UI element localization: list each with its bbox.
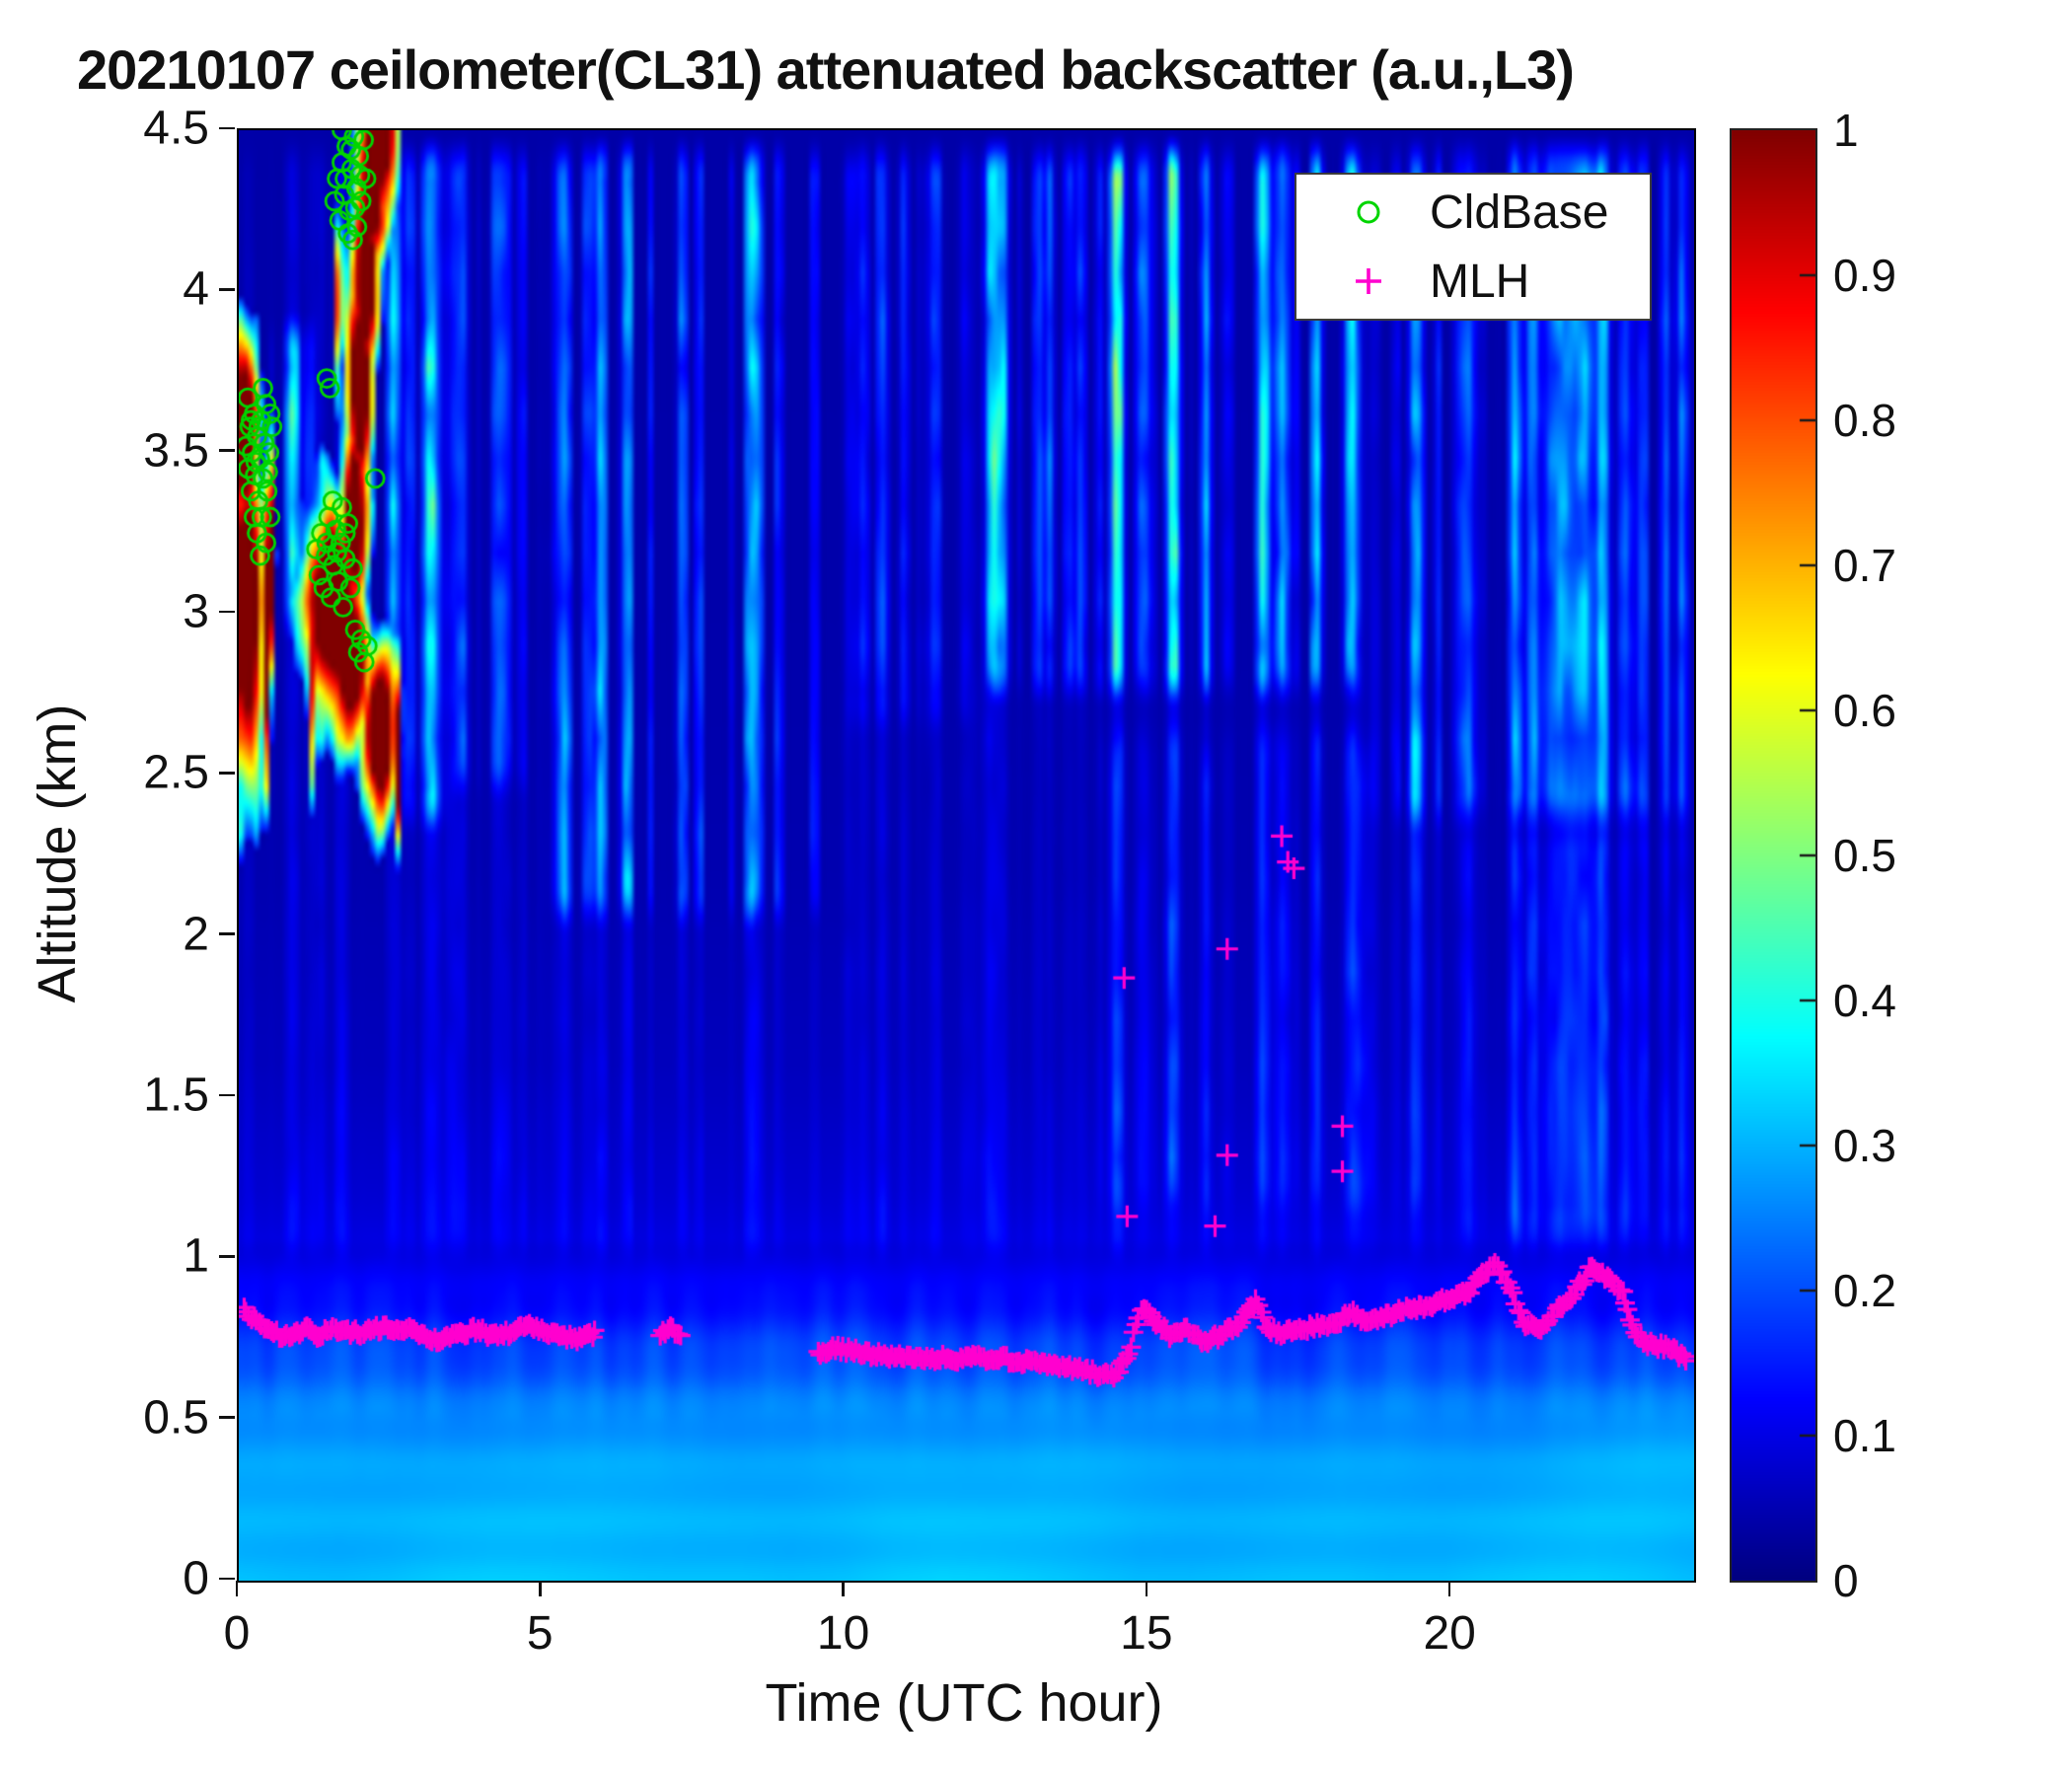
y-tick-label: 4.5 [143, 102, 209, 155]
legend-item-cldbase: CldBase [1296, 177, 1650, 248]
x-tick-label: 20 [1423, 1607, 1476, 1660]
colorbar-tick-label: 0.5 [1833, 830, 1896, 881]
legend-item-mlh: MLH [1296, 246, 1650, 317]
colorbar-canvas [1732, 130, 1815, 1581]
x-tick-mark [1145, 1581, 1148, 1596]
x-tick-label: 5 [526, 1607, 554, 1660]
y-tick-mark [219, 1255, 235, 1258]
y-tick-mark [219, 1577, 235, 1581]
y-tick-label: 1.5 [143, 1069, 209, 1122]
y-tick-label: 0.5 [143, 1391, 209, 1444]
legend-label-mlh: MLH [1430, 255, 1530, 308]
plot-area [237, 128, 1696, 1583]
colorbar-tick-label: 0.7 [1833, 540, 1896, 591]
y-tick-mark [219, 1416, 235, 1419]
colorbar-tick-label: 1 [1833, 105, 1859, 156]
y-tick-mark [219, 772, 235, 775]
x-tick-label: 10 [816, 1607, 870, 1660]
x-tick-label: 0 [223, 1607, 251, 1660]
x-tick-mark [539, 1581, 542, 1596]
x-axis-label: Time (UTC hour) [765, 1673, 1163, 1733]
y-tick-mark [219, 449, 235, 452]
y-tick-mark [219, 126, 235, 130]
y-tick-label: 3.5 [143, 424, 209, 478]
y-tick-label: 2 [183, 908, 209, 961]
y-tick-mark [219, 932, 235, 935]
heatmap-canvas [239, 130, 1694, 1581]
y-tick-mark [219, 1093, 235, 1097]
legend-label-cldbase: CldBase [1430, 185, 1609, 239]
mlh-plus-icon [1356, 268, 1381, 294]
y-tick-mark [219, 288, 235, 291]
y-tick-label: 0 [183, 1552, 209, 1605]
colorbar-tick-label: 0 [1833, 1555, 1859, 1606]
x-tick-label: 15 [1120, 1607, 1173, 1660]
x-tick-mark [1447, 1581, 1451, 1596]
y-tick-label: 2.5 [143, 746, 209, 799]
x-tick-mark [235, 1581, 239, 1596]
colorbar [1730, 128, 1817, 1583]
chart-title: 20210107 ceilometer(CL31) attenuated bac… [77, 38, 1575, 101]
colorbar-tick-label: 0.4 [1833, 975, 1896, 1026]
x-tick-mark [842, 1581, 845, 1596]
colorbar-tick-label: 0.8 [1833, 395, 1896, 446]
colorbar-tick-label: 0.3 [1833, 1120, 1896, 1171]
y-tick-label: 3 [183, 585, 209, 638]
y-tick-mark [219, 610, 235, 614]
colorbar-tick-label: 0.9 [1833, 250, 1896, 301]
cldbase-circle-icon [1357, 200, 1380, 224]
y-tick-label: 1 [183, 1229, 209, 1283]
colorbar-tick-label: 0.2 [1833, 1265, 1896, 1316]
colorbar-tick-label: 0.6 [1833, 685, 1896, 736]
y-tick-label: 4 [183, 262, 209, 316]
colorbar-tick-label: 0.1 [1833, 1410, 1896, 1461]
legend-box: CldBase MLH [1295, 173, 1652, 321]
